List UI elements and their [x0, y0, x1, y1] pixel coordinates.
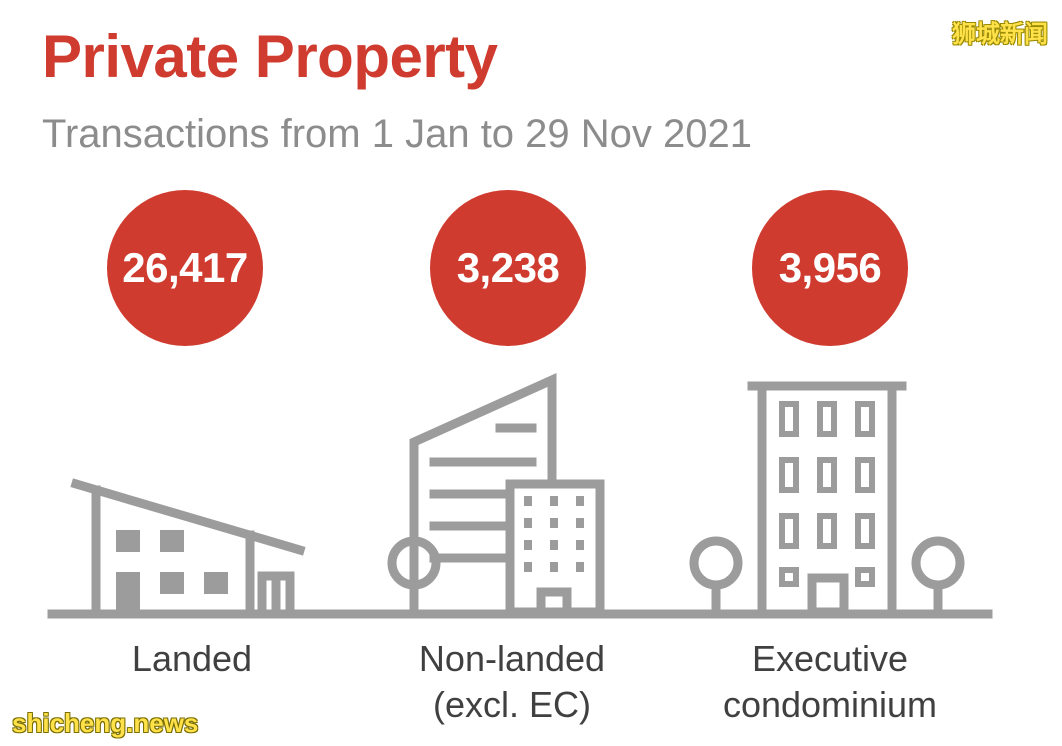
- non-landed-label-line1: Non-landed: [418, 638, 606, 679]
- ec-label: Executive condominium: [700, 636, 960, 728]
- ec-count-badge: 3,956: [752, 190, 908, 346]
- landed-label-line1: Landed: [131, 638, 253, 679]
- tree-icon: [911, 536, 965, 617]
- ec-label-line1: Executive: [751, 638, 909, 679]
- executive-condominium-icon: [747, 381, 907, 617]
- non-landed-label: Non-landed (excl. EC): [392, 636, 632, 728]
- page-title: Private Property: [42, 23, 498, 90]
- landed-count-badge: 26,417: [107, 190, 263, 346]
- landed-label: Landed: [92, 636, 292, 682]
- tree-icon: [689, 536, 743, 617]
- non-landed-label-line2: (excl. EC): [432, 684, 591, 725]
- landed-house-icon: [70, 478, 306, 617]
- non-landed-buildings-icon: [409, 373, 605, 617]
- ec-label-line2: condominium: [722, 684, 938, 725]
- tree-icon: [387, 536, 441, 617]
- landed-count: 26,417: [122, 244, 248, 291]
- watermark-bottom-left: shicheng.news: [12, 708, 199, 738]
- ec-count: 3,956: [778, 244, 882, 291]
- watermark-top-right: 狮城新闻: [952, 21, 1048, 48]
- non-landed-count: 3,238: [456, 244, 560, 291]
- page-subtitle: Transactions from 1 Jan to 29 Nov 2021: [42, 112, 752, 156]
- non-landed-count-badge: 3,238: [430, 190, 586, 346]
